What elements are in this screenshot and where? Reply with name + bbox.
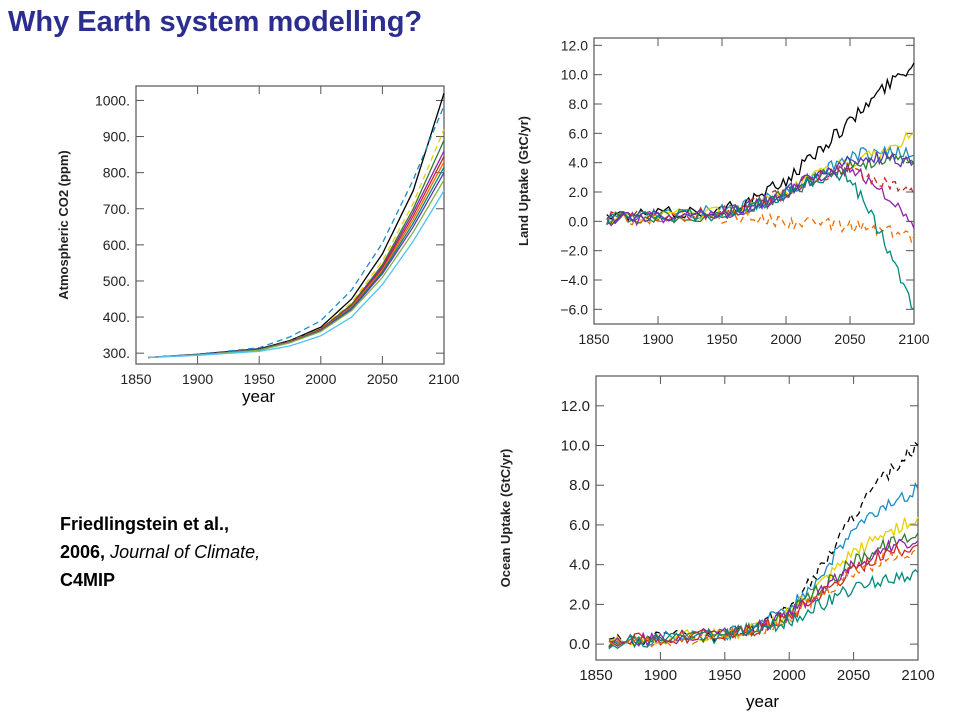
land-x-tick-label: 1950 [706,331,737,347]
co2-y-tick-label: 900. [103,129,130,145]
co2-y-tick-label: 1000. [95,92,130,108]
ocean-x-axis-title: year [746,692,780,711]
co2-x-tick-label: 2050 [367,371,398,387]
ocean-y-tick-label: 12.0 [561,398,590,415]
land-y-tick-label: −2.0 [560,243,588,259]
co2-y-tick-label: 800. [103,165,130,181]
ocean-x-tick-label: 1900 [644,667,677,684]
ocean-x-tick-label: 1950 [708,667,741,684]
land-plot-frame [593,37,915,325]
citation-journal-line: 2006, Journal of Climate, [60,538,260,566]
ocean-y-tick-label: 10.0 [561,438,590,455]
ocean-plot-frame [595,375,919,661]
ocean-x-tick-label: 1850 [579,667,612,684]
citation-journal: Journal of Climate, [110,542,261,562]
ocean-series-line-7 [608,549,919,648]
ocean-y-tick-label: 8.0 [569,477,590,494]
land-y-tick-label: 2.0 [569,184,589,200]
ocean-y-tick-label: 4.0 [569,557,590,574]
ocean-series-line-3 [608,516,919,646]
co2-y-tick-label: 500. [103,273,130,289]
co2-y-tick-label: 700. [103,201,130,217]
co2-x-tick-label: 2000 [305,371,336,387]
land-x-tick-label: 2000 [770,331,801,347]
co2-series-line-11 [148,190,445,359]
co2-x-axis-title: year [242,387,276,406]
co2-series-line-3 [148,129,445,359]
citation-project: C4MIP [60,570,116,590]
land-y-tick-label: 4.0 [569,155,589,171]
land-y-tick-label: −4.0 [560,272,588,288]
ocean-series-line-8 [608,568,919,650]
page-title: Why Earth system modelling? [8,6,423,38]
ocean-x-tick-label: 2050 [837,667,870,684]
citation: Friedlingstein et al., 2006, Journal of … [60,510,260,594]
land-y-tick-label: 6.0 [569,125,589,141]
land-uptake-chart-panel: −6.0 −4.0 −2.0 0.0 2.0 4.0 6.0 8.0 10.0 12.0 1850 1… [510,30,942,360]
ocean-y-tick-label: 0.0 [569,636,590,653]
land-y-tick-label: 0.0 [569,213,589,229]
citation-authors: Friedlingstein et al., [60,514,230,534]
co2-series-line-2 [148,105,445,359]
ocean-uptake-chart-panel: 0.0 2.0 4.0 6.0 8.0 10.0 12.0 1850 1900 1950 2000 2… [492,360,944,695]
ocean-x-tick-label: 2100 [901,667,934,684]
ocean-y-axis-title: Ocean Uptake (GtC/yr) [498,449,513,588]
land-x-tick-label: 1900 [642,331,673,347]
ocean-chart-svg: 0.0 2.0 4.0 6.0 8.0 10.0 12.0 1850 1900 1950 2000 2… [498,375,935,684]
land-series-line-9 [606,148,915,225]
co2-chart-svg: 300. 400. 500. 600. 700. 800. 900. 1000. 1850 190… [56,85,460,387]
co2-x-tick-label: 1950 [244,371,275,387]
co2-plot-frame [135,85,445,365]
land-y-tick-label: 10.0 [561,67,588,83]
co2-y-tick-label: 300. [103,345,130,361]
co2-x-tick-label: 2100 [428,371,459,387]
ocean-y-tick-label: 6.0 [569,517,590,534]
land-series-line-6 [606,164,915,225]
co2-y-tick-label: 400. [103,309,130,325]
co2-x-tick-label: 1850 [120,371,151,387]
land-y-tick-label: 12.0 [561,37,588,53]
ocean-x-tick-label: 2000 [773,667,806,684]
land-series-line-3 [606,131,915,225]
citation-year: 2006, [60,542,106,562]
land-y-axis-title: Land Uptake (GtC/yr) [516,116,531,246]
land-y-tick-label: −6.0 [560,301,588,317]
land-chart-svg: −6.0 −4.0 −2.0 0.0 2.0 4.0 6.0 8.0 10.0 12.0 1850 1… [516,37,930,347]
land-x-tick-label: 2100 [898,331,929,347]
co2-y-axis-title: Atmospheric CO2 (ppm) [56,150,71,300]
land-y-tick-label: 8.0 [569,96,589,112]
ocean-y-tick-label: 2.0 [569,596,590,613]
co2-x-tick-label: 1900 [182,371,213,387]
co2-chart-panel: 300. 400. 500. 600. 700. 800. 900. 1000. 1850 190… [50,76,472,392]
land-x-tick-label: 1850 [578,331,609,347]
land-x-tick-label: 2050 [834,331,865,347]
ocean-series-line-6 [608,542,919,649]
co2-y-tick-label: 600. [103,237,130,253]
